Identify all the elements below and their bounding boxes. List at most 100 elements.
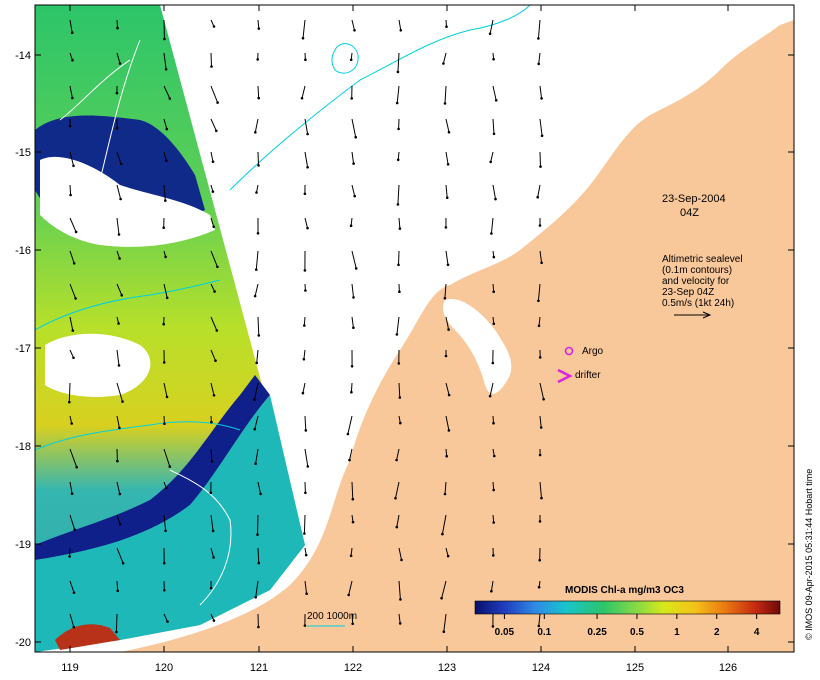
velocity-arrow-head [162,361,166,364]
velocity-arrow-head [255,191,258,194]
velocity-arrow-head [164,529,167,533]
velocity-arrow [254,382,259,400]
velocity-arrow-head [73,528,76,531]
velocity-arrow-head [538,356,542,359]
velocity-arrow-head [116,459,119,463]
velocity-arrow [395,481,400,499]
colorbar [474,600,781,615]
velocity-arrow [163,85,171,99]
velocity-arrow-head [398,622,402,625]
velocity-arrow-head [72,164,75,168]
velocity-arrow-head [168,465,172,468]
colorbar-tick-label: 0.25 [587,627,607,638]
velocity-arrow-head [492,488,496,492]
velocity-arrow [116,349,120,366]
velocity-arrow-head [492,132,496,136]
y-tick-label: -18 [15,441,31,453]
colorbar-tick-label: 4 [754,627,760,638]
velocity-arrow-head [542,397,545,401]
velocity-arrow-head [162,561,166,565]
velocity-arrow-head [216,265,219,269]
velocity-arrow [69,19,73,33]
velocity-arrow [443,613,447,632]
velocity-arrow [69,514,76,530]
velocity-arrow-head [492,421,495,425]
velocity-arrow-head [494,197,497,201]
colorbar-tick-label: 0.5 [630,627,644,638]
velocity-arrow [257,514,259,535]
velocity-arrow-head [163,588,166,592]
velocity-arrow-head [162,226,165,229]
velocity-arrow-head [354,267,358,270]
velocity-arrow-head [490,232,493,235]
velocity-arrow-head [539,165,542,168]
velocity-arrow-head [447,328,450,331]
velocity-arrow [116,19,118,29]
velocity-arrow [537,283,541,301]
velocity-arrow-head [118,257,121,260]
king-sound [443,299,512,394]
velocity-arrow-head [492,554,495,557]
velocity-arrow-head [492,322,496,326]
velocity-arrow [304,118,309,135]
velocity-arrow [210,316,218,331]
velocity-arrow-head [350,390,353,394]
velocity-arrow-head [352,162,355,165]
velocity-arrow-head [398,396,402,399]
velocity-arrow [210,283,216,292]
velocity-arrows [68,19,545,634]
velocity-arrow [163,514,167,531]
velocity-arrow [257,547,260,564]
velocity-arrow [69,184,72,196]
sealevel-contour-1 [229,5,531,191]
velocity-arrow-head [351,622,355,626]
isobath-200 [169,469,232,606]
velocity-arrow [163,613,168,622]
velocity-arrow-head [164,68,168,71]
velocity-arrow-head [168,97,172,100]
time-label: 04Z [680,207,699,219]
velocity-arrow-head [68,400,71,404]
velocity-arrow-head [350,97,354,100]
velocity-arrow-head [165,395,169,399]
velocity-arrow [538,52,541,64]
velocity-arrow-head [119,162,123,166]
velocity-arrow-head [399,598,402,601]
velocity-arrow [116,415,120,428]
velocity-arrow [489,382,494,397]
velocity-arrow [116,52,121,64]
velocity-arrow [351,151,355,164]
altimetry-note-3: and velocity for [662,276,730,287]
velocity-arrow-head [348,458,351,462]
velocity-arrow-head [396,203,400,206]
velocity-arrow [210,118,217,132]
velocity-arrow-head [445,196,449,199]
velocity-arrow [69,481,73,494]
velocity-arrow-head [211,160,215,163]
velocity-arrow-head [210,460,214,463]
velocity-arrow-head [396,70,400,74]
chl-high-band-south [35,375,270,560]
velocity-arrow-head [352,326,355,330]
credit-text: © IMOS 09-Apr-2015 05:31:44 Hobart time [804,469,814,640]
velocity-arrow-head [491,361,495,365]
velocity-arrow [303,349,306,360]
velocity-arrow [254,118,259,133]
velocity-arrow [398,580,401,600]
velocity-arrow-head [493,454,496,458]
velocity-arrow [163,283,168,298]
velocity-arrow [69,349,74,358]
velocity-arrow-head [540,134,544,138]
velocity-arrow [398,19,402,31]
velocity-arrow [303,514,306,534]
colorbar-ticks: 0.05 0.1 0.25 0.5 1 2 4 [495,614,760,638]
velocity-arrow [210,250,218,267]
velocity-arrow-head [445,454,449,458]
velocity-arrow [490,217,494,234]
velocity-arrow-head [395,525,399,529]
velocity-arrow [445,547,449,557]
velocity-arrow [304,415,307,431]
velocity-arrow-head [443,296,447,300]
altimetry-note-4: 23-Sep 04Z [662,287,714,298]
velocity-arrow-head [305,592,308,595]
